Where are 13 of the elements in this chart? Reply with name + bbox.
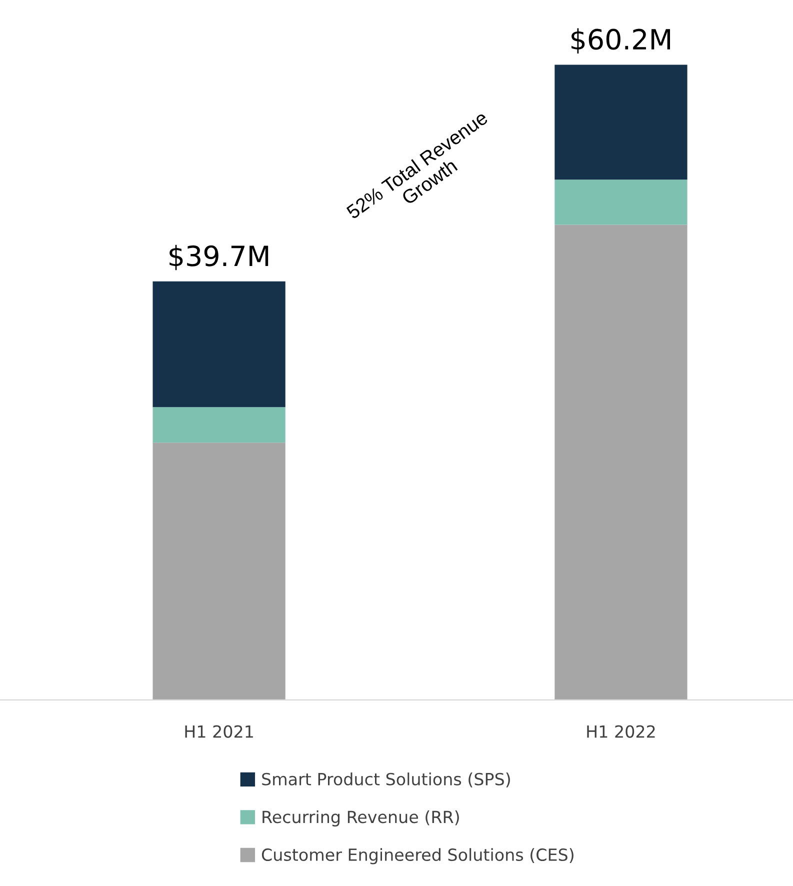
annotation: $39.7M [170,244,268,270]
x-tick-label: H1 2022 [587,725,655,738]
x-tick-label: H1 2021 [185,725,253,738]
bar [152,407,286,443]
bar [152,281,286,408]
annotation: $60.2M [572,28,670,54]
legend-label: Customer Engineered Solutions (CES) [262,848,574,864]
bar [152,442,286,700]
bar [554,180,688,225]
bar [554,224,688,700]
legend-label: Smart Product Solutions (SPS) [262,772,510,788]
bar [554,64,688,180]
legend-label: Recurring Revenue (RR) [262,810,459,826]
